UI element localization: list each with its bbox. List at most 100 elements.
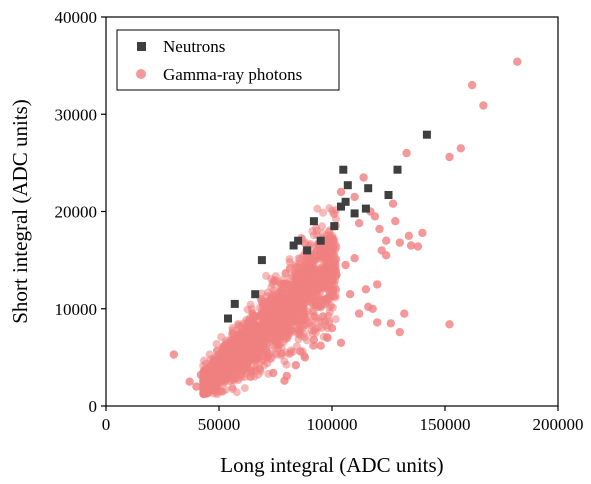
gamma-point bbox=[246, 366, 255, 375]
gamma-point bbox=[196, 370, 206, 380]
gamma-point bbox=[316, 341, 325, 350]
gamma-point bbox=[336, 338, 346, 347]
gamma-point bbox=[382, 251, 391, 260]
gamma-point bbox=[329, 209, 338, 218]
gamma-point bbox=[317, 324, 326, 332]
gamma-point bbox=[232, 358, 242, 367]
gamma-point bbox=[513, 57, 522, 66]
gamma-point bbox=[445, 152, 454, 162]
neutron-point bbox=[350, 209, 359, 218]
gamma-point bbox=[258, 298, 267, 307]
gamma-point bbox=[271, 343, 280, 352]
gamma-point bbox=[248, 309, 257, 318]
gamma-point bbox=[467, 80, 477, 90]
gamma-point bbox=[257, 289, 266, 298]
gamma-point bbox=[312, 226, 321, 235]
gamma-point bbox=[302, 254, 311, 263]
gamma-point bbox=[318, 300, 327, 309]
gamma-point bbox=[243, 358, 252, 367]
gamma-point bbox=[310, 312, 318, 321]
gamma-point bbox=[317, 278, 326, 287]
gamma-point bbox=[224, 349, 233, 358]
gamma-point bbox=[289, 278, 298, 287]
gamma-point bbox=[263, 353, 272, 362]
x-tick-label: 100000 bbox=[307, 415, 358, 434]
gamma-point bbox=[281, 309, 290, 318]
gamma-point bbox=[391, 217, 400, 226]
neutron-point bbox=[384, 191, 393, 199]
gamma-point bbox=[306, 240, 315, 248]
gamma-point bbox=[456, 144, 465, 153]
gamma-point bbox=[305, 319, 313, 328]
gamma-point bbox=[370, 212, 380, 221]
gamma-point bbox=[301, 291, 310, 300]
gamma-point bbox=[388, 199, 398, 208]
gamma-point bbox=[318, 312, 328, 321]
gamma-point bbox=[350, 192, 359, 202]
gamma-point bbox=[272, 327, 281, 336]
gamma-point bbox=[395, 238, 404, 247]
gamma-point bbox=[185, 377, 194, 386]
gamma-point bbox=[309, 335, 319, 345]
gamma-point bbox=[373, 318, 382, 327]
gamma-point bbox=[246, 327, 255, 336]
gamma-point bbox=[271, 335, 280, 344]
x-tick-label: 200000 bbox=[533, 415, 584, 434]
gamma-point bbox=[326, 275, 335, 284]
gamma-point bbox=[291, 312, 300, 321]
gamma-point bbox=[209, 362, 217, 371]
gamma-point bbox=[289, 292, 298, 301]
gamma-point bbox=[336, 187, 346, 197]
neutron-point bbox=[343, 181, 352, 190]
legend-label-neutrons: Neutrons bbox=[163, 37, 225, 56]
y-tick-label: 20000 bbox=[55, 203, 98, 222]
neutron-point bbox=[364, 184, 373, 193]
gamma-point bbox=[395, 327, 404, 337]
neutron-point bbox=[289, 241, 298, 250]
neutron-point bbox=[341, 197, 350, 206]
gamma-point bbox=[300, 353, 310, 362]
gamma-point bbox=[228, 328, 237, 337]
gamma-point bbox=[373, 280, 382, 289]
neutron-point bbox=[303, 246, 312, 255]
gamma-point bbox=[294, 330, 302, 339]
x-tick-label: 50000 bbox=[198, 415, 241, 434]
gamma-point bbox=[345, 290, 355, 299]
y-tick-label: 10000 bbox=[55, 300, 98, 319]
gamma-point bbox=[232, 388, 241, 397]
gamma-point bbox=[308, 290, 317, 299]
gamma-point bbox=[263, 328, 272, 337]
neutron-point bbox=[337, 202, 345, 211]
gamma-point bbox=[278, 284, 287, 293]
gamma-point bbox=[285, 265, 294, 274]
gamma-point bbox=[296, 347, 305, 356]
gamma-point bbox=[221, 385, 230, 394]
gamma-point bbox=[329, 236, 338, 245]
gamma-point bbox=[307, 326, 316, 335]
y-tick-label: 40000 bbox=[55, 8, 98, 27]
gamma-point bbox=[270, 286, 279, 295]
gamma-point bbox=[212, 340, 221, 348]
gamma-point bbox=[282, 333, 291, 342]
ticks-layer: 0 50000 100000 150000 200000 0 10000 20000 30000… bbox=[55, 8, 584, 434]
gamma-point bbox=[306, 266, 315, 275]
neutron-point bbox=[361, 204, 370, 213]
gamma-point bbox=[255, 364, 264, 374]
y-tick-label: 0 bbox=[89, 397, 98, 416]
gamma-point bbox=[332, 270, 341, 279]
gamma-point bbox=[294, 254, 303, 263]
gamma-point bbox=[418, 228, 427, 238]
points-layer bbox=[169, 57, 522, 399]
gamma-point bbox=[445, 320, 454, 329]
gamma-point bbox=[280, 357, 289, 366]
gamma-point bbox=[313, 204, 322, 213]
gamma-point bbox=[289, 347, 298, 356]
gamma-point bbox=[217, 333, 226, 341]
gamma-point bbox=[269, 368, 278, 378]
gamma-point bbox=[406, 241, 416, 250]
neutron-point bbox=[224, 314, 232, 323]
gamma-point bbox=[299, 329, 308, 338]
gamma-point bbox=[255, 312, 264, 321]
gamma-point bbox=[249, 315, 258, 324]
gamma-point bbox=[237, 322, 246, 331]
